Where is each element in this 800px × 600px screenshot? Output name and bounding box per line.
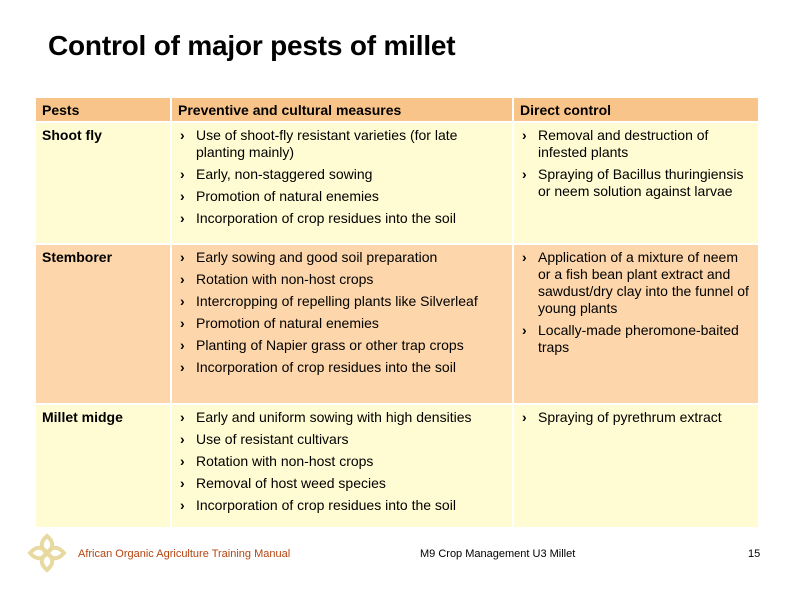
list-item-text: Removal of host weed species [196,475,386,491]
table-row: Stemborer › Early sowing and good soil pr… [36,245,758,405]
bullet-marker: › [180,293,185,309]
list-item-text: Promotion of natural enemies [196,315,379,331]
preventive-cell: › Use of shoot-fly resistant varieties (f… [172,123,514,245]
list-item-text: Early sowing and good soil preparation [196,249,438,265]
list-item: › Incorporation of crop residues into the… [178,497,506,514]
list-item: › Locally-made pheromone-baited traps [520,322,752,356]
pest-name: Shoot fly [36,123,172,245]
pest-control-table: Pests Preventive and cultural measures D… [36,98,758,529]
list-item: › Planting of Napier grass or other trap … [178,337,506,354]
list-item: › Spraying of Bacillus thuringiensis or n… [520,166,752,200]
bullet-marker: › [180,249,185,265]
list-item-text: Incorporation of crop residues into the … [196,359,456,375]
bullet-marker: › [522,127,527,143]
list-item: › Early, non-staggered sowing [178,166,506,183]
slide-footer: African Organic Agriculture Training Man… [0,532,800,573]
bullet-marker: › [180,337,185,353]
bullet-list: › Use of shoot-fly resistant varieties (f… [178,127,506,227]
bullet-marker: › [180,497,185,513]
list-item-text: Rotation with non-host crops [196,453,374,469]
table-row: Millet midge › Early and uniform sowing w… [36,405,758,529]
bullet-list: › Early and uniform sowing with high dens… [178,409,506,514]
list-item-text: Application of a mixture of neem or a fi… [538,249,749,316]
bullet-list: › Removal and destruction of infested pla… [520,127,752,200]
preventive-cell: › Early sowing and good soil preparation ›… [172,245,514,405]
bullet-marker: › [180,188,185,204]
direct-cell: › Removal and destruction of infested pla… [514,123,758,245]
list-item-text: Early and uniform sowing with high densi… [196,409,472,425]
list-item: › Incorporation of crop residues into the… [178,210,506,227]
list-item: › Intercropping of repelling plants like … [178,293,506,310]
list-item: › Spraying of pyrethrum extract [520,409,752,426]
list-item-text: Incorporation of crop residues into the … [196,210,456,226]
bullet-list: › Spraying of pyrethrum extract [520,409,752,426]
list-item: › Promotion of natural enemies [178,315,506,332]
bullet-marker: › [522,409,527,425]
list-item: › Use of resistant cultivars [178,431,506,448]
list-item-text: Spraying of Bacillus thuringiensis or ne… [538,166,744,199]
bullet-list: › Application of a mixture of neem or a f… [520,249,752,356]
list-item-text: Removal and destruction of infested plan… [538,127,709,160]
list-item-text: Locally-made pheromone-baited traps [538,322,739,355]
list-item: › Application of a mixture of neem or a f… [520,249,752,317]
bullet-marker: › [180,166,185,182]
bullet-marker: › [180,431,185,447]
footer-manual-title: African Organic Agriculture Training Man… [78,548,291,560]
list-item-text: Use of resistant cultivars [196,431,349,447]
list-item: › Early and uniform sowing with high dens… [178,409,506,426]
bullet-marker: › [180,271,185,287]
slide-title: Control of major pests of millet [48,30,456,61]
table-header-row: Pests Preventive and cultural measures D… [36,98,758,123]
list-item: › Rotation with non-host crops [178,271,506,288]
header-preventive: Preventive and cultural measures [172,98,514,123]
bullet-marker: › [180,127,185,143]
footer-module: M9 Crop Management U3 Millet [420,548,576,560]
bullet-marker: › [180,409,185,425]
bullet-list: › Early sowing and good soil preparation ›… [178,249,506,376]
knot-logo-icon [27,533,67,573]
list-item-text: Spraying of pyrethrum extract [538,409,722,425]
list-item: › Promotion of natural enemies [178,188,506,205]
bullet-marker: › [180,453,185,469]
direct-cell: › Application of a mixture of neem or a f… [514,245,758,405]
bullet-marker: › [522,166,527,182]
list-item-text: Rotation with non-host crops [196,271,374,287]
bullet-marker: › [180,315,185,331]
bullet-marker: › [180,475,185,491]
bullet-marker: › [180,359,185,375]
pest-name: Millet midge [36,405,172,529]
list-item: › Rotation with non-host crops [178,453,506,470]
bullet-marker: › [522,322,527,338]
list-item: › Incorporation of crop residues into the… [178,359,506,376]
list-item: › Use of shoot-fly resistant varieties (f… [178,127,506,161]
list-item-text: Promotion of natural enemies [196,188,379,204]
pest-name: Stemborer [36,245,172,405]
bullet-marker: › [180,210,185,226]
list-item-text: Use of shoot-fly resistant varieties (fo… [196,127,458,160]
table-row: Shoot fly › Use of shoot-fly resistant va… [36,123,758,245]
list-item-text: Planting of Napier grass or other trap c… [196,337,464,353]
preventive-cell: › Early and uniform sowing with high dens… [172,405,514,529]
header-pests: Pests [36,98,172,123]
list-item-text: Intercropping of repelling plants like S… [196,293,478,309]
direct-cell: › Spraying of pyrethrum extract [514,405,758,529]
bullet-marker: › [522,249,527,265]
header-direct: Direct control [514,98,758,123]
list-item-text: Incorporation of crop residues into the … [196,497,456,513]
list-item: › Removal of host weed species [178,475,506,492]
list-item: › Early sowing and good soil preparation [178,249,506,266]
page-number: 15 [748,548,761,560]
list-item-text: Early, non-staggered sowing [196,166,373,182]
list-item: › Removal and destruction of infested pla… [520,127,752,161]
